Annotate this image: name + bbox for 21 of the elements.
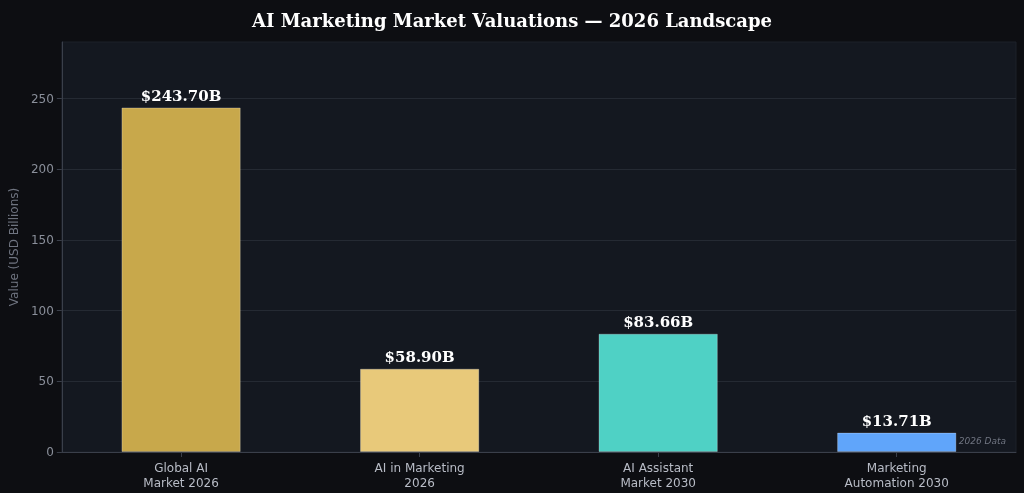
x-tick-label: AI Assistant Market 2030 <box>620 460 696 490</box>
y-tick-label: 100 <box>30 303 54 318</box>
bar <box>121 107 241 452</box>
y-tick-label: 0 <box>46 445 54 459</box>
x-tick-label: Global AI Market 2026 <box>143 460 219 490</box>
y-tick-label: 50 <box>38 374 54 389</box>
bar <box>837 432 957 452</box>
x-tick-label: Marketing Automation 2030 <box>844 460 949 490</box>
y-tick-label: 200 <box>30 162 54 177</box>
x-tick-label: AI in Marketing 2026 <box>374 460 465 490</box>
y-tick-label: 150 <box>30 232 54 247</box>
data-label: $58.90B <box>384 348 455 367</box>
annotation: 2026 Data <box>958 435 1007 446</box>
data-label: $243.70B <box>140 86 222 105</box>
y-tick-label: 250 <box>30 91 54 106</box>
y-axis-title: Value (USD Billions) <box>7 187 21 307</box>
bar <box>598 333 718 452</box>
bar <box>359 368 480 452</box>
data-label: $83.66B <box>623 313 694 332</box>
data-label: $13.71B <box>861 412 932 431</box>
chart-title: AI Marketing Market Valuations — 2026 Landscape <box>251 9 772 31</box>
